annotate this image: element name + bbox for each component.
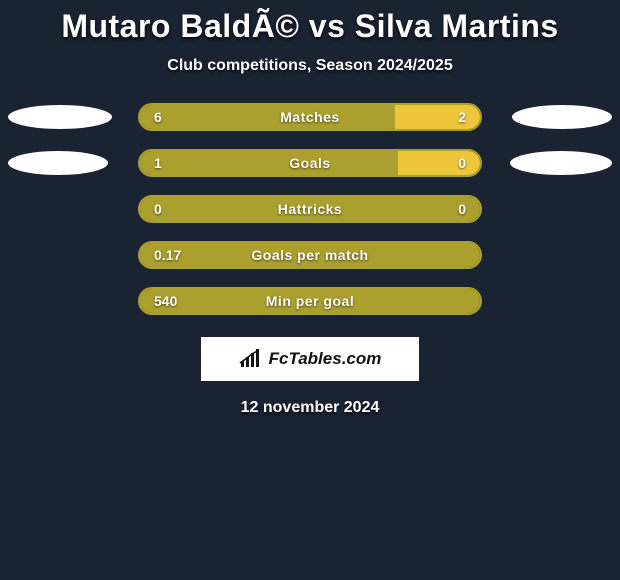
logo-badge: FcTables.com bbox=[201, 337, 419, 381]
player-right-marker bbox=[510, 151, 612, 175]
stat-label: Goals per match bbox=[140, 243, 480, 267]
stat-bar: 62Matches bbox=[138, 103, 482, 131]
subtitle: Club competitions, Season 2024/2025 bbox=[167, 57, 452, 75]
stat-label: Goals bbox=[140, 151, 480, 175]
player-left-marker bbox=[8, 105, 112, 129]
stat-bar: 00Hattricks bbox=[138, 195, 482, 223]
stat-rows: 62Matches 10Goals 00Hattricks 0.17Goals per… bbox=[0, 103, 620, 315]
player-right-marker bbox=[512, 105, 612, 129]
stat-label: Hattricks bbox=[140, 197, 480, 221]
stat-bar: 0.17Goals per match bbox=[138, 241, 482, 269]
player-left-marker bbox=[8, 151, 108, 175]
chart-icon bbox=[239, 349, 263, 369]
page-title: Mutaro BaldÃ© vs Silva Martins bbox=[61, 8, 558, 45]
comparison-infographic: Mutaro BaldÃ© vs Silva Martins Club comp… bbox=[0, 0, 620, 580]
stat-label: Matches bbox=[140, 105, 480, 129]
logo-text: FcTables.com bbox=[269, 349, 382, 369]
update-date: 12 november 2024 bbox=[241, 399, 380, 417]
stat-row: 00Hattricks bbox=[0, 195, 620, 223]
stat-row: 540Min per goal bbox=[0, 287, 620, 315]
stat-bar: 10Goals bbox=[138, 149, 482, 177]
stat-bar: 540Min per goal bbox=[138, 287, 482, 315]
stat-row: 10Goals bbox=[0, 149, 620, 177]
stat-row: 0.17Goals per match bbox=[0, 241, 620, 269]
stat-label: Min per goal bbox=[140, 289, 480, 313]
stat-row: 62Matches bbox=[0, 103, 620, 131]
